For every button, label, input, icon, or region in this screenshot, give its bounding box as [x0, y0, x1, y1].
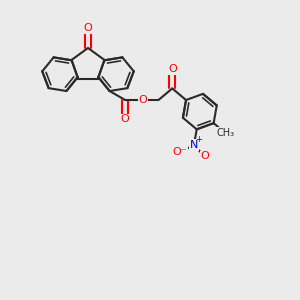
Text: O: O [200, 151, 209, 161]
Text: O: O [139, 95, 148, 105]
Text: CH₃: CH₃ [216, 128, 234, 138]
Text: N: N [190, 140, 198, 150]
Text: O⁻: O⁻ [172, 147, 187, 157]
Text: O: O [121, 114, 130, 124]
Text: O: O [168, 64, 177, 74]
Text: O: O [84, 23, 92, 33]
Text: +: + [196, 135, 202, 144]
